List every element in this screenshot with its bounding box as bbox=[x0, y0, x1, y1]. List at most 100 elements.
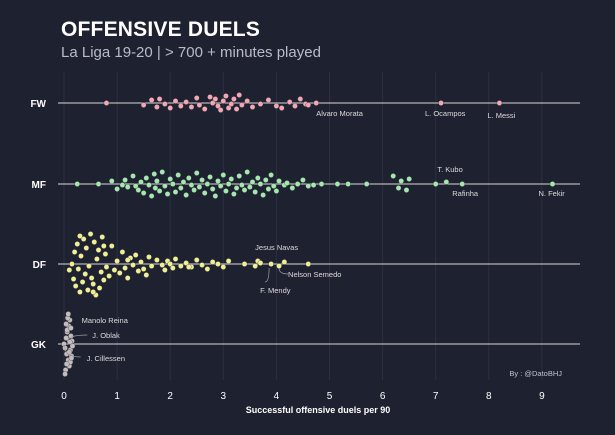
data-point-mf bbox=[188, 182, 195, 188]
data-point-mf bbox=[130, 173, 136, 179]
data-point-df bbox=[96, 285, 103, 291]
data-point-fw bbox=[438, 100, 444, 106]
data-point-fw bbox=[236, 92, 242, 98]
point-annotation: Nelson Semedo bbox=[288, 270, 341, 279]
data-point-fw bbox=[148, 97, 155, 103]
data-point-df bbox=[186, 264, 192, 270]
category-label-gk: GK bbox=[31, 340, 47, 351]
data-point-df bbox=[122, 265, 128, 271]
data-point-df bbox=[225, 258, 232, 264]
point-annotation: Manolo Reina bbox=[82, 316, 129, 325]
data-point-mf bbox=[334, 181, 341, 187]
data-point-df bbox=[148, 263, 155, 269]
data-point-mf bbox=[175, 172, 181, 178]
data-point-df bbox=[209, 259, 216, 265]
data-point-fw bbox=[286, 99, 293, 105]
data-point-mf bbox=[74, 181, 81, 187]
data-point-fw bbox=[273, 103, 280, 109]
data-point-mf bbox=[265, 186, 272, 192]
data-point-gk bbox=[62, 371, 68, 377]
data-point-mf bbox=[124, 184, 131, 190]
data-point-fw bbox=[217, 107, 224, 113]
data-point-fw bbox=[244, 98, 250, 104]
data-point-fw bbox=[162, 101, 168, 107]
data-point-mf bbox=[140, 190, 147, 196]
data-point-mf bbox=[263, 177, 269, 183]
data-point-df bbox=[71, 249, 78, 255]
data-point-mf bbox=[167, 176, 173, 182]
data-point-fw bbox=[496, 100, 503, 106]
data-point-mf bbox=[241, 187, 248, 193]
data-point-fw bbox=[278, 105, 285, 111]
point-annotation: L. Ocampos bbox=[425, 109, 466, 118]
data-point-df bbox=[114, 258, 120, 264]
point-annotation: F. Mendy bbox=[260, 286, 291, 295]
data-point-mf bbox=[345, 181, 351, 187]
data-point-mf bbox=[159, 169, 165, 175]
data-point-mf bbox=[186, 175, 192, 181]
data-point-mf bbox=[138, 179, 144, 185]
data-point-mf bbox=[249, 179, 256, 185]
x-tick-label: 9 bbox=[539, 391, 545, 402]
data-point-mf bbox=[247, 184, 253, 190]
data-point-df bbox=[257, 260, 264, 266]
data-point-mf bbox=[172, 189, 179, 195]
data-point-fw bbox=[212, 96, 219, 102]
data-point-mf bbox=[284, 180, 290, 186]
data-point-mf bbox=[220, 172, 227, 178]
data-point-mf bbox=[273, 188, 280, 194]
data-point-df bbox=[99, 234, 105, 240]
data-point-fw bbox=[156, 96, 163, 102]
data-point-mf bbox=[154, 178, 160, 184]
data-point-mf bbox=[236, 173, 242, 179]
data-point-df bbox=[70, 276, 77, 282]
data-point-gk bbox=[66, 349, 73, 355]
data-point-mf bbox=[109, 178, 115, 184]
data-point-df bbox=[138, 259, 144, 265]
point-annotation: Alvaro Morata bbox=[316, 109, 364, 118]
data-point-mf bbox=[122, 177, 128, 183]
data-point-df bbox=[101, 243, 107, 249]
data-point-df bbox=[159, 262, 165, 268]
data-point-mf bbox=[170, 181, 176, 187]
data-point-df bbox=[199, 262, 205, 268]
data-point-df bbox=[103, 264, 110, 270]
data-point-fw bbox=[223, 93, 229, 99]
data-point-df bbox=[77, 233, 83, 239]
data-point-mf bbox=[212, 193, 219, 199]
data-point-fw bbox=[220, 98, 227, 104]
data-point-fw bbox=[257, 101, 264, 107]
data-point-df bbox=[193, 257, 200, 263]
data-point-fw bbox=[233, 106, 240, 112]
chart-title: OFFENSIVE DUELS bbox=[61, 18, 261, 41]
data-point-fw bbox=[249, 104, 256, 110]
data-point-df bbox=[268, 261, 274, 267]
data-point-df bbox=[109, 243, 115, 249]
data-point-df bbox=[82, 271, 88, 277]
data-point-df bbox=[130, 262, 136, 268]
data-point-mf bbox=[398, 178, 404, 184]
data-point-mf bbox=[225, 181, 232, 187]
data-point-fw bbox=[154, 104, 160, 110]
data-point-df bbox=[143, 272, 150, 278]
data-point-fw bbox=[201, 106, 208, 112]
data-point-mf bbox=[268, 172, 274, 178]
data-point-fw bbox=[305, 102, 312, 108]
data-point-mf bbox=[443, 179, 450, 185]
data-point-df bbox=[124, 275, 131, 281]
point-annotation: Rafinha bbox=[452, 189, 479, 198]
category-label-df: DF bbox=[33, 260, 46, 271]
data-point-mf bbox=[119, 182, 126, 188]
data-point-mf bbox=[135, 187, 142, 193]
data-point-fw bbox=[167, 105, 173, 111]
data-point-mf bbox=[152, 185, 159, 191]
data-point-mf bbox=[233, 185, 240, 191]
data-point-mf bbox=[255, 175, 261, 181]
x-tick-label: 6 bbox=[380, 391, 386, 402]
data-point-mf bbox=[432, 181, 439, 187]
data-point-mf bbox=[406, 176, 412, 182]
data-point-fw bbox=[188, 104, 195, 110]
x-tick-label: 2 bbox=[167, 391, 173, 402]
data-point-mf bbox=[132, 183, 139, 189]
data-point-mf bbox=[305, 183, 312, 189]
